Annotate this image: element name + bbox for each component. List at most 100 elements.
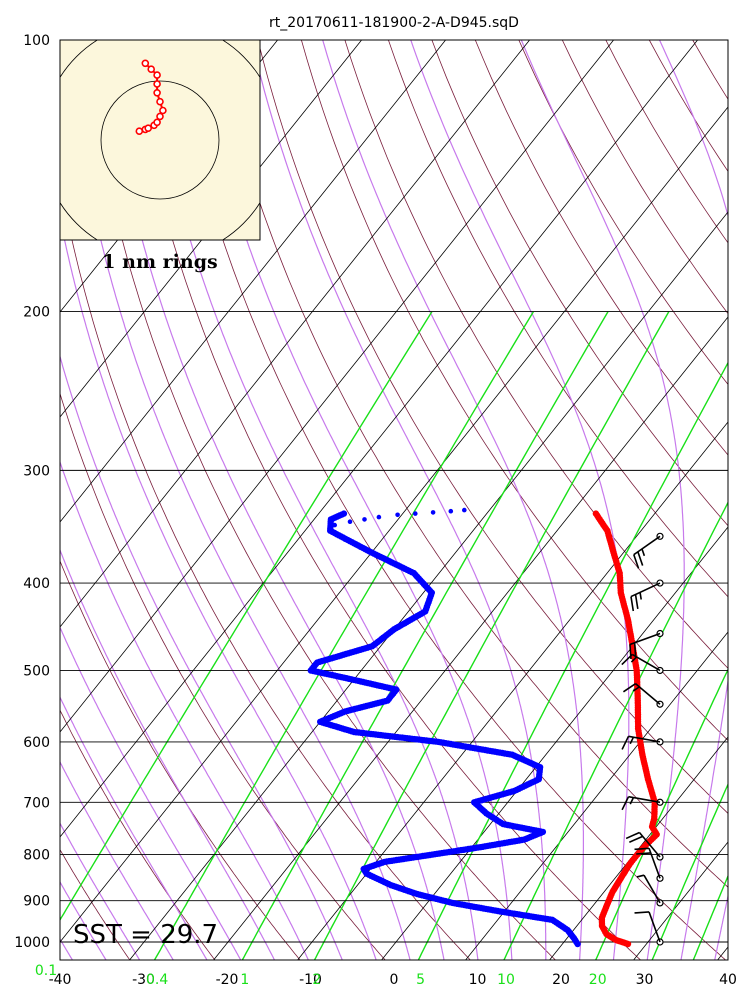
hodograph-ring <box>100 80 220 200</box>
wind-barb-shaft <box>628 795 661 804</box>
dewpoint-upper-point <box>413 511 418 516</box>
temperature-tick-label: -10 <box>299 972 322 988</box>
mixing-ratio-line <box>417 361 728 960</box>
wind-barb-feather <box>634 847 650 851</box>
wind-barb-half-feather <box>636 874 645 878</box>
isotherm <box>60 40 447 523</box>
wind-barb-shaft <box>629 632 661 646</box>
pressure-tick-label: 600 <box>23 735 50 751</box>
wind-barb-feather <box>634 594 639 609</box>
temperature-tick-label: 0 <box>390 972 399 988</box>
isotherm <box>465 631 728 960</box>
temperature-tick-label: -40 <box>49 972 72 988</box>
dry-adiabat <box>0 20 48 965</box>
dewpoint-upper-point <box>395 512 400 518</box>
temperature-tick-label: -30 <box>132 972 155 988</box>
hodograph-point <box>144 124 152 132</box>
pressure-tick-label: 300 <box>23 463 50 479</box>
wind-barb-shaft <box>630 582 661 598</box>
wind-barb-feather <box>629 644 632 660</box>
wind-barb-shaft <box>648 911 661 943</box>
dry-adiabat <box>387 40 728 598</box>
wind-barb <box>621 795 664 811</box>
wind-barb <box>634 911 664 946</box>
wind-barb-feather <box>636 852 651 855</box>
wind-barb-feather <box>634 911 650 914</box>
mixing-ratio-tick-label: 5 <box>416 972 425 988</box>
dewpoint-upper-point <box>430 510 436 515</box>
chart-title: rt_20170611-181900-2-A-D945.sqD <box>269 15 519 31</box>
pressure-axis: 100 200 300 400 500 600 700 800 900 1000 <box>14 33 50 951</box>
wind-barb-feather <box>630 596 635 612</box>
dry-adiabat <box>257 40 728 814</box>
pressure-tick-label: 900 <box>23 894 50 910</box>
wind-barb-feather <box>621 735 630 750</box>
dry-adiabat <box>214 40 728 888</box>
isotherm <box>297 421 728 960</box>
pressure-tick-label: 400 <box>23 576 50 592</box>
isotherm <box>60 40 531 628</box>
dry-adiabat <box>344 40 728 669</box>
isotherm <box>60 40 699 838</box>
sst-label: SST = 29.7 <box>73 920 218 950</box>
hodograph-point <box>153 80 161 88</box>
temperature-tick-label: 10 <box>469 972 487 988</box>
mixing-ratio-line <box>60 311 433 922</box>
wind-barbs <box>621 532 664 946</box>
isotherm <box>60 40 615 733</box>
mixing-ratio-line <box>594 667 728 960</box>
mixing-ratio-tick-label: 2 <box>312 972 321 988</box>
wind-barb <box>629 629 664 660</box>
hodograph-point <box>159 106 167 115</box>
dewpoint-upper-point <box>376 514 382 520</box>
hodograph-point <box>153 71 161 79</box>
wind-barb-shaft <box>628 735 661 743</box>
wind-barb-shaft <box>634 683 661 705</box>
wind-barb <box>622 682 664 708</box>
wind-barb <box>633 532 664 569</box>
dewpoint-point <box>340 510 348 517</box>
isotherm <box>381 526 728 960</box>
dry-adiabat <box>300 40 728 742</box>
wind-barb <box>634 847 664 882</box>
hodograph-label: 1 nm rings <box>102 251 217 273</box>
wind-barb-feather <box>621 796 630 811</box>
wind-barb-feather <box>633 642 637 658</box>
wind-barb <box>625 831 664 861</box>
mixing-ratio-line <box>313 311 670 960</box>
temperature-tick-label: 30 <box>636 972 654 988</box>
temperature-tick-label: -20 <box>216 972 239 988</box>
pressure-tick-label: 200 <box>23 305 50 321</box>
dewpoint-profile <box>307 507 581 948</box>
hodograph-point <box>156 112 164 121</box>
hodograph-box <box>59 39 261 241</box>
mixing-ratio-tick-label: 0.4 <box>146 972 168 988</box>
pressure-tick-label: 100 <box>23 33 50 49</box>
isotherm <box>213 316 728 960</box>
isobars <box>60 39 728 943</box>
plot-frame <box>59 39 729 961</box>
wind-barb-feather <box>625 831 640 840</box>
wind-barb-feather <box>629 835 643 844</box>
temperature-point <box>592 510 600 517</box>
mixing-ratio-lines <box>60 311 750 965</box>
wind-barb-half-feather <box>632 686 640 692</box>
wind-barb-half-feather <box>630 656 638 663</box>
mixing-ratio-tick-label: 0.1 <box>35 963 57 979</box>
pressure-tick-label: 800 <box>23 848 50 864</box>
moist-adiabat <box>0 24 42 965</box>
mixing-ratio-line <box>241 311 609 960</box>
wind-barb <box>621 735 664 750</box>
wind-barb-shaft <box>643 874 661 904</box>
mixing-ratio-line <box>738 312 750 965</box>
temperature-tick-label: 40 <box>719 972 737 988</box>
hodograph-point <box>141 59 150 68</box>
wind-barb-shaft <box>631 653 661 672</box>
dewpoint-upper-point <box>448 508 454 514</box>
hodograph-rings <box>60 40 260 240</box>
pressure-tick-label: 700 <box>23 795 50 811</box>
dewpoint-upper-point <box>332 522 338 528</box>
hodograph-point <box>153 118 161 127</box>
isotherm <box>60 106 728 943</box>
